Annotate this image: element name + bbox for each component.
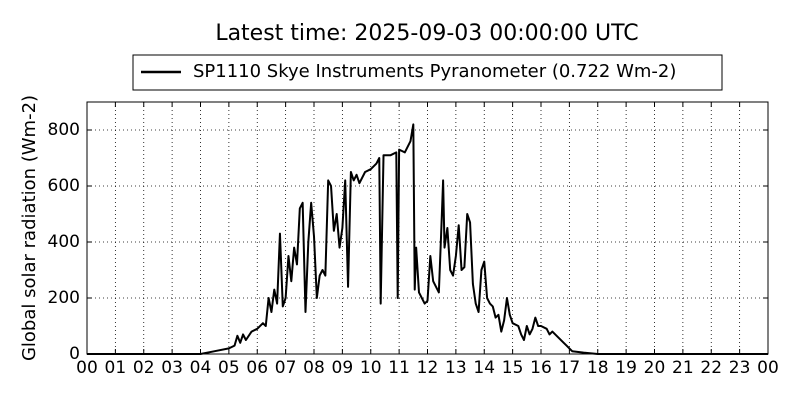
y-axis-label: Global solar radiation (Wm-2)	[19, 95, 40, 361]
x-tick-label: 18	[587, 358, 609, 378]
y-tick-label: 0	[69, 344, 80, 364]
x-tick-label: 01	[105, 358, 127, 378]
x-tick-label: 00	[757, 358, 779, 378]
x-tick-label: 12	[417, 358, 439, 378]
legend-label: SP1110 Skye Instruments Pyranometer (0.7…	[193, 61, 676, 82]
x-tick-label: 08	[303, 358, 325, 378]
x-tick-label: 15	[502, 358, 524, 378]
chart-title: Latest time: 2025-09-03 00:00:00 UTC	[215, 21, 638, 46]
x-tick-label: 02	[133, 358, 155, 378]
x-tick-label: 22	[700, 358, 722, 378]
y-tick-label: 200	[48, 288, 80, 308]
legend-frame	[132, 54, 723, 91]
x-tick-label: 13	[445, 358, 467, 378]
x-tick-label: 19	[615, 358, 637, 378]
data-line	[87, 123, 768, 355]
x-tick-label: 11	[388, 358, 410, 378]
x-tick-label: 03	[161, 358, 183, 378]
y-tick-label: 400	[48, 232, 80, 252]
x-tick-label: 20	[644, 358, 666, 378]
x-tick-label: 07	[275, 358, 297, 378]
x-tick-label: 21	[672, 358, 694, 378]
x-tick-label: 10	[360, 358, 382, 378]
y-tick-label: 600	[48, 176, 80, 196]
x-tick-label: 23	[729, 358, 751, 378]
x-tick-label: 17	[559, 358, 581, 378]
x-tick-label: 16	[530, 358, 552, 378]
x-tick-label: 00	[76, 358, 98, 378]
x-tick-label: 04	[190, 358, 212, 378]
plot-frame	[86, 101, 769, 355]
x-tick-label: 06	[246, 358, 268, 378]
x-tick-label: 09	[332, 358, 354, 378]
x-tick-label: 14	[473, 358, 495, 378]
x-tick-label: 05	[218, 358, 240, 378]
y-tick-label: 800	[48, 120, 80, 140]
